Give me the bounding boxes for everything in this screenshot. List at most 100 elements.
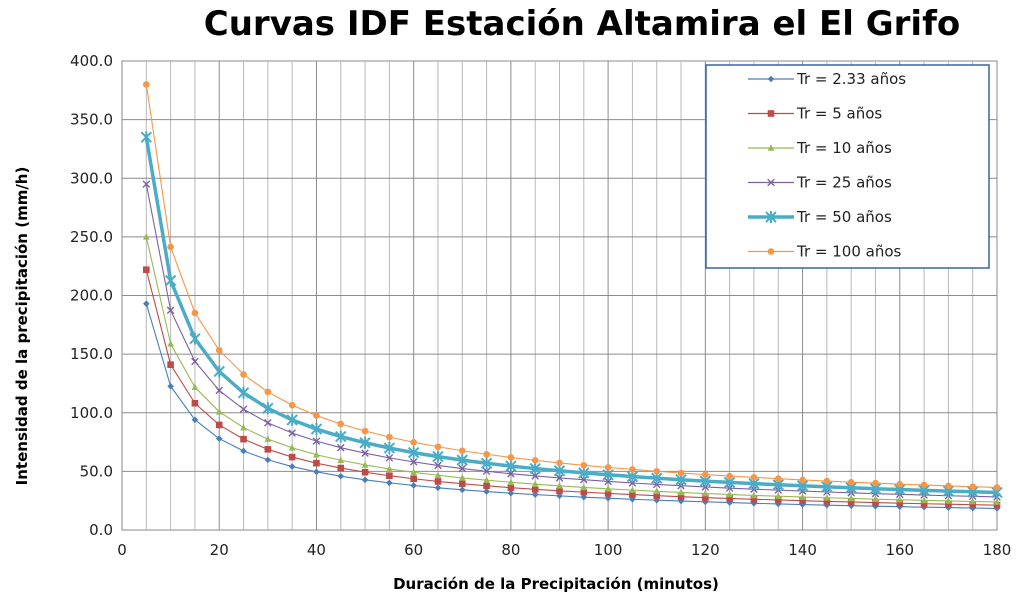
data-point <box>361 427 369 435</box>
x-tick-labels: 0 20 40 60 80 100 120 140 160 180 <box>117 541 1011 559</box>
data-point <box>945 482 952 490</box>
series-line <box>144 136 998 495</box>
x-tick-label: 120 <box>691 541 720 559</box>
data-point <box>191 399 199 407</box>
data-point <box>434 478 442 485</box>
data-point <box>604 477 612 486</box>
data-point <box>483 450 490 458</box>
data-point <box>507 454 515 461</box>
data-point <box>629 486 636 493</box>
legend-entry: Tr = 10 años <box>748 139 892 157</box>
data-point <box>386 472 393 480</box>
data-point <box>434 484 442 492</box>
data-point <box>507 478 515 486</box>
data-point <box>896 480 904 488</box>
legend-label: Tr = 10 años <box>796 139 892 157</box>
data-point <box>191 383 199 390</box>
legend-marker <box>767 178 775 187</box>
series-2 <box>143 266 1001 509</box>
data-point <box>993 498 1001 505</box>
data-point <box>458 480 466 487</box>
data-point <box>556 492 563 500</box>
data-point <box>167 382 174 390</box>
data-point <box>143 300 150 308</box>
data-point <box>507 469 515 478</box>
y-tick-label: 200.0 <box>70 287 113 305</box>
data-point <box>604 464 612 471</box>
data-point <box>215 407 223 415</box>
data-point <box>602 468 614 481</box>
x-axis-label: Duración de la Precipitación (minutos) <box>393 575 719 593</box>
data-point <box>240 423 247 431</box>
data-point <box>872 499 879 506</box>
data-point <box>434 471 442 479</box>
data-point <box>580 461 588 469</box>
data-point <box>480 457 493 470</box>
data-point <box>896 499 904 507</box>
data-point <box>507 489 515 497</box>
y-tick-label: 250.0 <box>70 228 113 246</box>
data-point <box>336 443 345 452</box>
data-point <box>264 446 272 453</box>
data-point <box>166 306 175 315</box>
data-point <box>555 474 564 482</box>
data-point <box>361 449 369 457</box>
data-point <box>531 480 539 487</box>
data-point <box>456 454 468 467</box>
data-point <box>507 484 515 491</box>
legend-entry: Tr = 50 años <box>748 208 892 226</box>
data-point <box>239 405 248 414</box>
data-point <box>286 413 298 426</box>
data-point <box>240 447 247 455</box>
x-tick-label: 140 <box>788 541 817 559</box>
data-point <box>580 483 588 491</box>
data-point <box>628 479 637 487</box>
data-point <box>823 498 831 505</box>
data-point <box>505 460 517 473</box>
data-point <box>288 429 296 437</box>
data-point <box>361 476 369 484</box>
data-point <box>482 467 491 476</box>
data-point <box>774 500 782 508</box>
data-point <box>215 435 223 442</box>
data-point <box>215 346 223 354</box>
y-tick-label: 350.0 <box>70 111 113 129</box>
data-point <box>750 499 758 507</box>
data-point <box>312 437 321 445</box>
data-point <box>432 450 444 463</box>
data-point <box>531 472 539 480</box>
data-point <box>359 436 371 449</box>
data-point <box>556 459 563 467</box>
legend-marker <box>767 110 775 117</box>
y-tick-label: 300.0 <box>70 169 113 187</box>
data-point <box>288 463 296 470</box>
data-point <box>167 340 174 347</box>
y-tick-label: 150.0 <box>70 345 113 363</box>
data-point <box>361 461 369 468</box>
data-point <box>969 501 976 508</box>
data-point <box>361 468 369 476</box>
data-point <box>409 458 418 466</box>
data-point <box>702 494 709 501</box>
chart-title: Curvas IDF Estación Altamira el El Grifo <box>204 4 960 44</box>
data-point <box>578 466 590 479</box>
data-point <box>750 495 758 503</box>
data-point <box>945 500 952 508</box>
legend-marker <box>767 75 775 83</box>
data-point <box>313 468 320 476</box>
data-point <box>288 401 296 409</box>
data-point <box>556 487 563 495</box>
data-point <box>264 388 272 396</box>
data-point <box>240 371 247 378</box>
data-point <box>799 501 806 508</box>
data-point <box>604 490 612 497</box>
x-tick-label: 40 <box>307 541 326 559</box>
data-point <box>920 500 928 508</box>
data-point <box>240 435 247 443</box>
data-point <box>847 498 855 506</box>
data-point <box>604 485 612 492</box>
data-point <box>143 81 150 88</box>
data-point <box>823 477 831 485</box>
data-point <box>872 479 879 487</box>
data-point <box>920 496 928 504</box>
